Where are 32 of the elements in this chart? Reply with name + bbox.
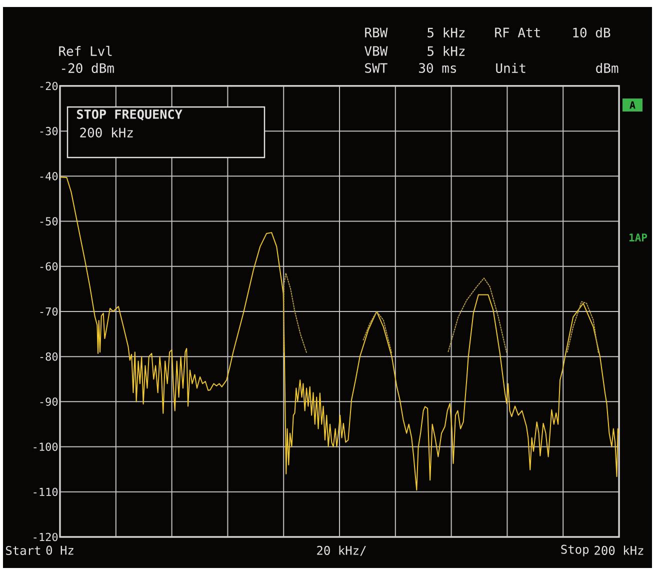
y-tick-label: -80 [40, 352, 58, 361]
y-tick-label: -60 [40, 262, 58, 271]
annotation: 200 kHz [80, 127, 133, 138]
line-series [60, 176, 620, 491]
text: 30 ms [419, 63, 456, 73]
text: Ref Lvl [59, 46, 112, 56]
text: Stop [561, 544, 589, 556]
text: -20 dBm [62, 62, 114, 74]
text: Start [6, 546, 40, 556]
text: SWT [365, 63, 388, 73]
text: VBW [364, 46, 388, 56]
y-tick-label: -30 [40, 126, 58, 136]
y-tick-label: -20 [40, 82, 58, 90]
y-tick-label: -120 [34, 532, 58, 542]
y-tick-label: -40 [40, 172, 58, 180]
text: RBW [365, 28, 388, 38]
text: 5 kHz [428, 27, 465, 38]
text: 5 kHz [428, 46, 465, 56]
x-axis-title: 20 kHz/ [317, 546, 366, 556]
y-tick-label: -50 [40, 217, 58, 226]
text: 1AP [629, 234, 648, 242]
y-tick-label: -100 [34, 442, 58, 451]
text: Unit [496, 62, 526, 74]
annotation: STOP FREQUENCY [77, 109, 182, 121]
x-tick-label: 0 Hz [46, 546, 74, 555]
text: A [630, 101, 636, 109]
y-tick-label: -70 [40, 307, 58, 316]
y-tick-label: -110 [34, 488, 58, 496]
y-tick-label: -90 [40, 398, 58, 406]
text: dBm [596, 62, 618, 74]
text: RF Att [495, 28, 540, 38]
text: 10 dB [573, 27, 610, 38]
